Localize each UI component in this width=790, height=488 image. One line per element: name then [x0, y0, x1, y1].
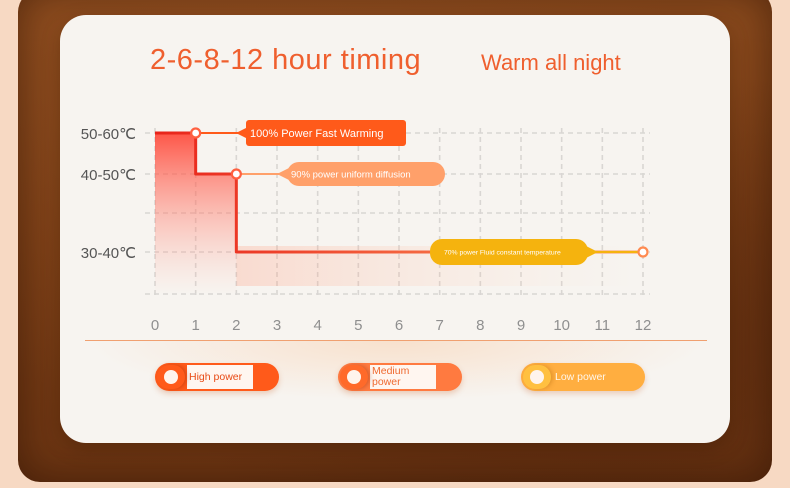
callout-box	[430, 239, 588, 265]
x-tick-label: 6	[395, 317, 403, 334]
data-point	[637, 246, 649, 258]
callout-label: 90% power uniform diffusion	[291, 169, 411, 180]
x-tick-label: 4	[313, 317, 321, 334]
x-tick-label: 11	[595, 317, 611, 334]
callout-label: 100% Power Fast Warming	[250, 128, 383, 140]
high-power-label: High power	[189, 370, 243, 383]
chart-baseline	[85, 340, 707, 341]
data-point	[190, 127, 202, 139]
high-power-toggle[interactable]: High power	[155, 363, 279, 391]
high-power-label-box	[187, 365, 253, 389]
warm-area-fill	[155, 133, 237, 295]
x-tick-label: 2	[232, 317, 240, 334]
medium-power-knob	[340, 365, 368, 389]
low-power-toggle[interactable]: Low power	[521, 363, 645, 391]
timing-title: 2-6-8-12 hour timing	[150, 44, 422, 76]
warm-subtitle: Warm all night	[481, 50, 621, 75]
y-level-label: 50-60℃	[81, 126, 136, 143]
callout-pointer	[586, 246, 598, 258]
x-tick-label: 10	[553, 317, 570, 334]
x-tick-label: 3	[273, 317, 281, 334]
medium-power-toggle[interactable]: Medium power	[338, 363, 462, 391]
medium-power-label: Medium power	[372, 365, 410, 388]
callout-pointer	[277, 168, 289, 180]
y-level-label: 30-40℃	[81, 245, 136, 262]
temperature-line	[155, 131, 643, 254]
callout-1: 100% Power Fast Warming	[195, 120, 406, 146]
x-tick-label: 5	[354, 317, 362, 334]
high-power-knob	[157, 365, 185, 389]
medium-power-label-box	[370, 365, 436, 389]
x-tick-label: 8	[476, 317, 484, 334]
callout-label: 70% power Fluid constant temperature	[444, 249, 561, 256]
x-tick-label: 0	[151, 317, 159, 334]
x-tick-label: 1	[191, 317, 199, 334]
low-power-label: Low power	[555, 370, 606, 383]
low-power-knob	[523, 365, 551, 389]
callout-3: 70% power Fluid constant temperature	[430, 239, 643, 265]
x-tick-label: 7	[435, 317, 443, 334]
x-tick-label: 9	[517, 317, 525, 334]
x-tick-label: 12	[635, 317, 652, 334]
y-level-label: 40-50℃	[81, 167, 136, 184]
callout-2: 90% power uniform diffusion	[236, 162, 445, 186]
callout-box	[246, 120, 406, 146]
data-point	[230, 168, 242, 180]
callout-pointer	[236, 127, 248, 139]
callout-box	[287, 162, 445, 186]
